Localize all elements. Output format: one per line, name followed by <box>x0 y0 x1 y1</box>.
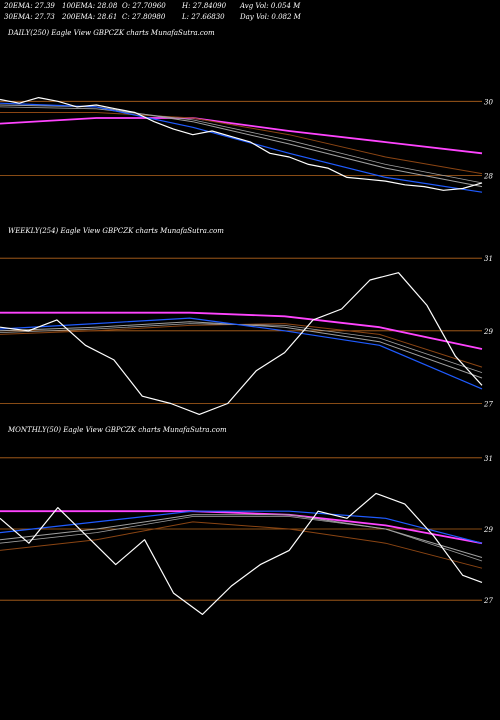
header-day-vol: Day Vol: 0.082 M <box>239 13 302 21</box>
weekly-price-line <box>0 272 483 415</box>
monthly-ema-brown-line <box>0 521 483 569</box>
monthly-ema-grey-line <box>0 514 483 558</box>
weekly-ema-fast-line <box>0 317 483 390</box>
weekly-panel: 31 29 27 <box>0 255 493 415</box>
header-avg-vol: Avg Vol: 0.054 M <box>239 2 301 10</box>
header: 20EMA: 27.39 100EMA: 28.08 O: 27.70960 H… <box>3 2 302 21</box>
weekly-ema-magenta-line <box>0 311 483 350</box>
monthly-panel: 31 29 27 <box>0 455 493 616</box>
weekly-y-tick-label: 29 <box>483 328 493 336</box>
monthly-ema-magenta-line <box>0 510 483 545</box>
header-high: H: 27.84090 <box>181 2 227 10</box>
monthly-price-line <box>0 492 483 616</box>
monthly-panel-title: MONTHLY(50) Eagle View GBPCZK charts Mun… <box>7 426 227 434</box>
chart-panels: 30 28 31 29 27 31 29 27 <box>0 96 493 616</box>
header-close: C: 27.80980 <box>122 13 166 21</box>
header-20ema: 20EMA: 27.39 <box>3 2 55 10</box>
weekly-panel-title: WEEKLY(254) Eagle View GBPCZK charts Mun… <box>8 227 224 235</box>
daily-ema-magenta-line <box>0 117 483 155</box>
daily-ema-brown-line <box>0 112 483 175</box>
daily-y-tick-label: 30 <box>484 98 493 106</box>
header-100ema: 100EMA: 28.08 <box>62 2 118 10</box>
header-open: O: 27.70960 <box>122 2 166 10</box>
header-low: L: 27.66830 <box>181 13 225 21</box>
daily-ema-grey2-line <box>0 106 483 184</box>
daily-price-line <box>0 96 483 191</box>
daily-panel: 30 28 <box>0 96 493 193</box>
weekly-y-tick-label: 31 <box>484 255 493 263</box>
monthly-y-tick-label: 27 <box>483 597 493 605</box>
monthly-ema-fast-line <box>0 510 483 544</box>
monthly-y-tick-label: 31 <box>484 455 493 463</box>
daily-y-tick-label: 28 <box>483 173 493 181</box>
monthly-ema-grey2-line <box>0 516 483 562</box>
monthly-y-tick-label: 29 <box>483 526 493 534</box>
weekly-y-tick-label: 27 <box>483 400 493 408</box>
header-200ema: 200EMA: 28.61 <box>61 13 117 21</box>
header-30ema: 30EMA: 27.73 <box>4 13 55 21</box>
daily-panel-title: DAILY(250) Eagle View GBPCZK charts Muna… <box>7 29 215 37</box>
